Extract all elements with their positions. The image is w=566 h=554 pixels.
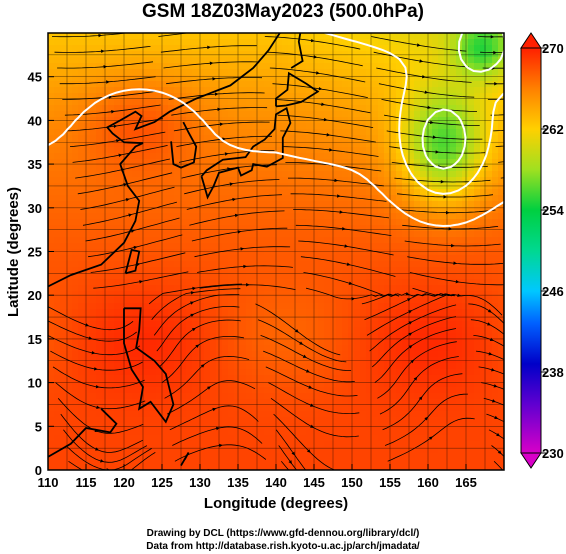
y-tick-label: 45 (28, 70, 42, 85)
x-tick-label: 145 (303, 475, 325, 490)
map-plot-area (48, 33, 504, 470)
x-tick-label: 140 (265, 475, 287, 490)
y-tick-label: 30 (28, 201, 42, 216)
credit-data-source: Data from http://database.rish.kyoto-u.a… (146, 541, 420, 552)
x-tick-label: 115 (76, 475, 97, 490)
x-tick-label: 120 (113, 475, 135, 490)
x-tick-label: 160 (417, 475, 439, 490)
colorbar: 230 238 246 254 262 270 (520, 32, 564, 469)
x-tick-label: 130 (189, 475, 211, 490)
temperature-contours (48, 33, 504, 227)
colorbar-tick-label: 270 (542, 41, 564, 56)
y-axis-title: Latitude (degrees) (5, 187, 22, 317)
x-tick-label: 125 (151, 475, 173, 490)
y-tick-label: 20 (28, 288, 42, 303)
y-tick-label: 10 (28, 376, 42, 391)
y-tick-label: 15 (28, 332, 42, 347)
colorbar-tick-label: 238 (542, 365, 564, 380)
coastlines (48, 33, 320, 470)
y-tick-label: 25 (28, 245, 42, 260)
colorbar-tick-label: 254 (542, 203, 564, 218)
x-axis-title: Longitude (degrees) (204, 495, 348, 512)
y-tick-label: 35 (28, 157, 42, 172)
colorbar-tick-label: 246 (542, 284, 564, 299)
colorbar-min-arrow (520, 452, 542, 469)
colorbar-gradient (520, 47, 542, 454)
colorbar-tick-label: 230 (542, 446, 564, 461)
x-axis: 110 115 120 125 130 135 140 145 150 155 160 165 (38, 464, 477, 490)
y-tick-label: 5 (35, 419, 42, 434)
credit-drawing: Drawing by DCL (https://www.gfd-dennou.o… (146, 528, 420, 539)
x-tick-label: 155 (379, 475, 401, 490)
map-title: GSM 18Z03May2023 (500.0hPa) (142, 1, 424, 22)
x-tick-label: 150 (341, 475, 363, 490)
colorbar-max-arrow (520, 32, 542, 49)
y-tick-label: 40 (28, 113, 42, 128)
x-tick-label: 165 (455, 475, 477, 490)
y-tick-label: 0 (35, 463, 42, 478)
colorbar-tick-label: 262 (542, 122, 564, 137)
x-tick-label: 135 (227, 475, 249, 490)
x-tick-label: 110 (38, 475, 59, 490)
y-axis: 0 5 10 15 20 25 30 35 40 45 (28, 70, 54, 478)
